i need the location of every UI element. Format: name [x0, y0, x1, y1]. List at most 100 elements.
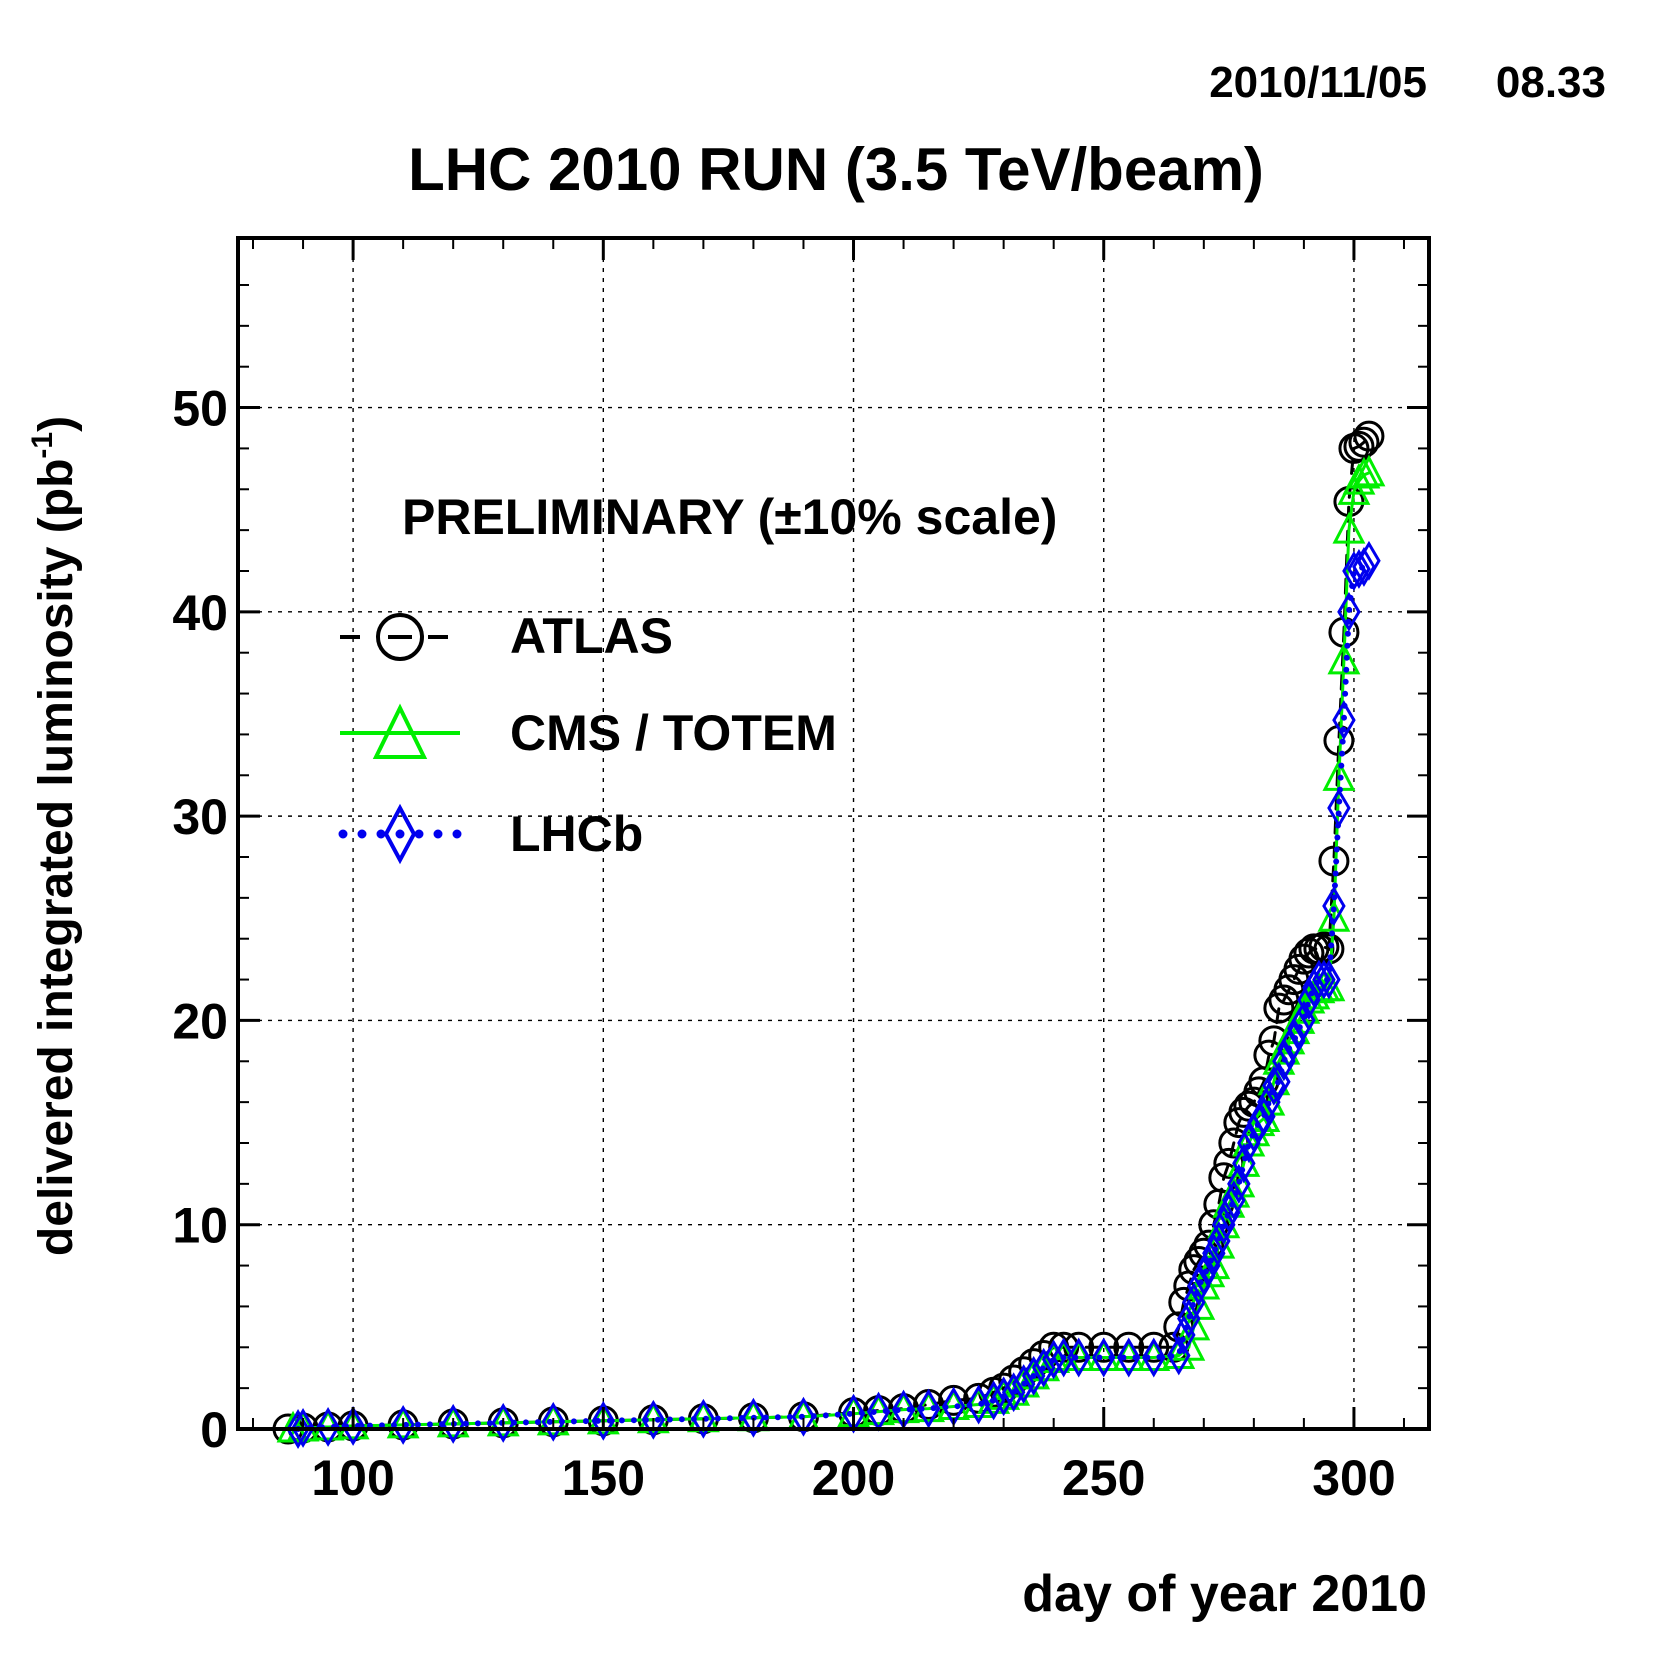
y-tick-label: 50 [172, 381, 228, 437]
data-point [1222, 1180, 1246, 1221]
data-point [591, 1400, 616, 1441]
legend-cms-label: CMS / TOTEM [510, 705, 837, 761]
data-point [391, 1404, 415, 1445]
preliminary-annotation: PRELIMINARY (±10% scale) [402, 489, 1057, 545]
data-point [1317, 900, 1351, 932]
data-point [1142, 1337, 1166, 1378]
data-point [1113, 1331, 1145, 1363]
data-point [341, 1405, 365, 1446]
data-point [1327, 642, 1361, 675]
legend-atlas-label: ATLAS [510, 608, 673, 664]
data-point [1257, 1082, 1281, 1123]
y-tick-label: 30 [172, 789, 228, 845]
y-tick-label: 10 [172, 1198, 228, 1254]
data-point [1192, 1255, 1216, 1296]
timestamp-date: 2010/11/05 [1209, 58, 1427, 107]
data-point [1272, 1041, 1296, 1082]
legend-lhcb-marker-dot [396, 830, 404, 838]
plot-frame [236, 236, 1431, 1431]
x-tick-label: 200 [812, 1450, 895, 1506]
data-point [1262, 1065, 1286, 1106]
data-point [1182, 1282, 1206, 1323]
data-point [1138, 1331, 1170, 1363]
data-point [981, 1380, 1006, 1421]
legend: ATLAS CMS / TOTEM LHCb [338, 608, 837, 865]
data-point [1207, 1221, 1231, 1262]
data-point [1222, 1165, 1256, 1198]
legend-item-lhcb: LHCb [338, 803, 643, 865]
data-point [1208, 1162, 1240, 1194]
data-point [1332, 700, 1356, 741]
data-point [1088, 1331, 1120, 1363]
data-point [1117, 1337, 1141, 1378]
data-point [1091, 1337, 1116, 1378]
data-point [1202, 1233, 1226, 1274]
data-point [1337, 591, 1361, 632]
data-point [791, 1396, 816, 1437]
data-point [1177, 1298, 1201, 1339]
data-point [1212, 1204, 1236, 1245]
data-point [541, 1401, 566, 1442]
legend-item-atlas: ATLAS [340, 608, 673, 664]
data-point [1347, 548, 1371, 589]
data-point [1282, 1020, 1306, 1061]
data-point [1307, 959, 1331, 1000]
data-point [316, 1406, 340, 1447]
x-axis-label: day of year 2010 [1022, 1565, 1427, 1623]
data-point [1352, 546, 1376, 587]
data-point [1263, 992, 1295, 1024]
data-point [1352, 454, 1386, 487]
x-tick-label: 300 [1312, 1450, 1395, 1506]
legend-cms-marker [372, 703, 428, 759]
data-point [291, 1408, 315, 1448]
data-point [1252, 1096, 1276, 1137]
data-point [997, 1373, 1031, 1406]
data-point [1322, 886, 1346, 926]
data-point [491, 1402, 515, 1443]
data-point [1247, 1102, 1271, 1143]
data-point [1347, 456, 1381, 489]
data-point [1353, 420, 1385, 452]
data-point [1187, 1266, 1211, 1306]
legend-item-cms-totem: CMS / TOTEM [340, 703, 837, 761]
data-point [1001, 1372, 1026, 1413]
y-tick-label: 20 [172, 993, 228, 1049]
data-point [1357, 540, 1381, 581]
data-point [938, 1384, 970, 1416]
data-point [1066, 1337, 1091, 1378]
y-tick-label: 0 [200, 1402, 228, 1458]
data-point [1172, 1315, 1196, 1355]
data-point [441, 1403, 465, 1444]
chart-title: LHC 2010 RUN (3.5 TeV/beam) [408, 136, 1264, 203]
legend-lhcb-label: LHCb [510, 806, 643, 862]
series-lhcb [286, 540, 1381, 1449]
y-axis-label: delivered integrated luminosity (pb-1) [26, 416, 83, 1256]
data-point [741, 1397, 766, 1438]
series-cms-totem [276, 454, 1386, 1443]
series-layer [272, 420, 1386, 1449]
x-tick-label: 250 [1062, 1450, 1145, 1506]
data-point [1343, 430, 1375, 462]
data-point [1342, 462, 1376, 495]
data-point [1197, 1245, 1221, 1286]
timestamp-time: 08.33 [1496, 58, 1606, 107]
data-point [991, 1376, 1016, 1417]
data-point [1011, 1364, 1036, 1405]
data-point [1348, 426, 1380, 458]
data-point [1041, 1339, 1066, 1380]
data-point [1277, 1029, 1301, 1069]
tick-layer: 100 150 200 250 300 0 10 20 30 40 50 [172, 238, 1429, 1506]
data-point [1317, 959, 1341, 1000]
data-point [1312, 959, 1336, 1000]
data-point [486, 1404, 520, 1437]
data-point [1021, 1355, 1046, 1396]
data-point [1332, 511, 1366, 544]
data-point [641, 1399, 666, 1440]
data-point [436, 1405, 470, 1438]
x-tick-label: 150 [562, 1450, 645, 1506]
data-point [1287, 1008, 1311, 1049]
legend-atlas-marker [376, 613, 424, 661]
data-point [1297, 980, 1321, 1020]
data-point [286, 1409, 310, 1449]
